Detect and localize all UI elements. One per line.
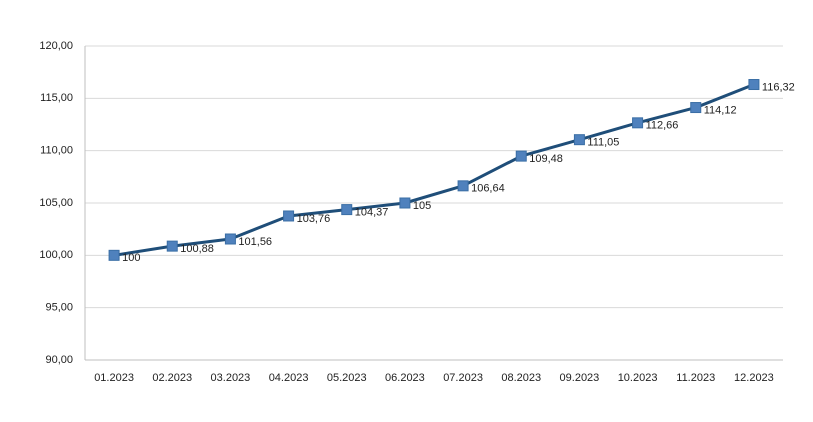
marker bbox=[573, 134, 585, 146]
marker bbox=[108, 249, 120, 261]
marker bbox=[690, 102, 702, 114]
x-tick-label: 04.2023 bbox=[269, 372, 309, 384]
marker bbox=[515, 150, 527, 162]
marker bbox=[457, 180, 469, 192]
y-tick-label: 100,00 bbox=[39, 249, 73, 261]
data-label: 103,76 bbox=[297, 213, 331, 225]
data-label: 109,48 bbox=[529, 153, 563, 165]
x-tick-label: 07.2023 bbox=[443, 372, 483, 384]
marker bbox=[341, 204, 353, 216]
marker bbox=[748, 79, 760, 91]
x-tick-label: 11.2023 bbox=[676, 372, 715, 384]
y-tick-label: 110,00 bbox=[40, 145, 73, 157]
marker bbox=[399, 197, 411, 209]
y-tick-label: 115,00 bbox=[40, 92, 73, 104]
x-tick-label: 08.2023 bbox=[501, 372, 541, 384]
data-label: 105 bbox=[413, 200, 431, 212]
x-tick-label: 03.2023 bbox=[211, 372, 251, 384]
data-label: 114,12 bbox=[704, 104, 737, 116]
marker bbox=[224, 233, 236, 245]
line bbox=[113, 83, 755, 257]
x-tick-label: 12.2023 bbox=[734, 372, 774, 384]
data-label: 112,66 bbox=[646, 120, 679, 132]
data-label: 101,56 bbox=[238, 236, 272, 248]
data-label: 116,32 bbox=[762, 81, 795, 93]
y-tick-label: 95,00 bbox=[45, 302, 73, 314]
marker bbox=[632, 117, 644, 129]
data-label: 111,05 bbox=[587, 137, 619, 149]
x-tick-label: 01.2023 bbox=[94, 372, 134, 384]
x-tick-label: 10.2023 bbox=[618, 372, 658, 384]
x-tick-label: 02.2023 bbox=[152, 372, 192, 384]
data-label: 100 bbox=[122, 252, 140, 264]
y-tick-label: 90,00 bbox=[45, 354, 73, 366]
y-tick-label: 105,00 bbox=[39, 197, 73, 209]
y-tick-label: 120,00 bbox=[39, 40, 73, 52]
data-label: 104,37 bbox=[355, 207, 389, 219]
x-tick-label: 06.2023 bbox=[385, 372, 425, 384]
marker bbox=[283, 210, 295, 222]
marker bbox=[166, 240, 178, 252]
data-label: 106,64 bbox=[471, 183, 505, 195]
data-label: 100,88 bbox=[180, 243, 214, 255]
x-tick-label: 05.2023 bbox=[327, 372, 367, 384]
x-tick-label: 09.2023 bbox=[560, 372, 600, 384]
